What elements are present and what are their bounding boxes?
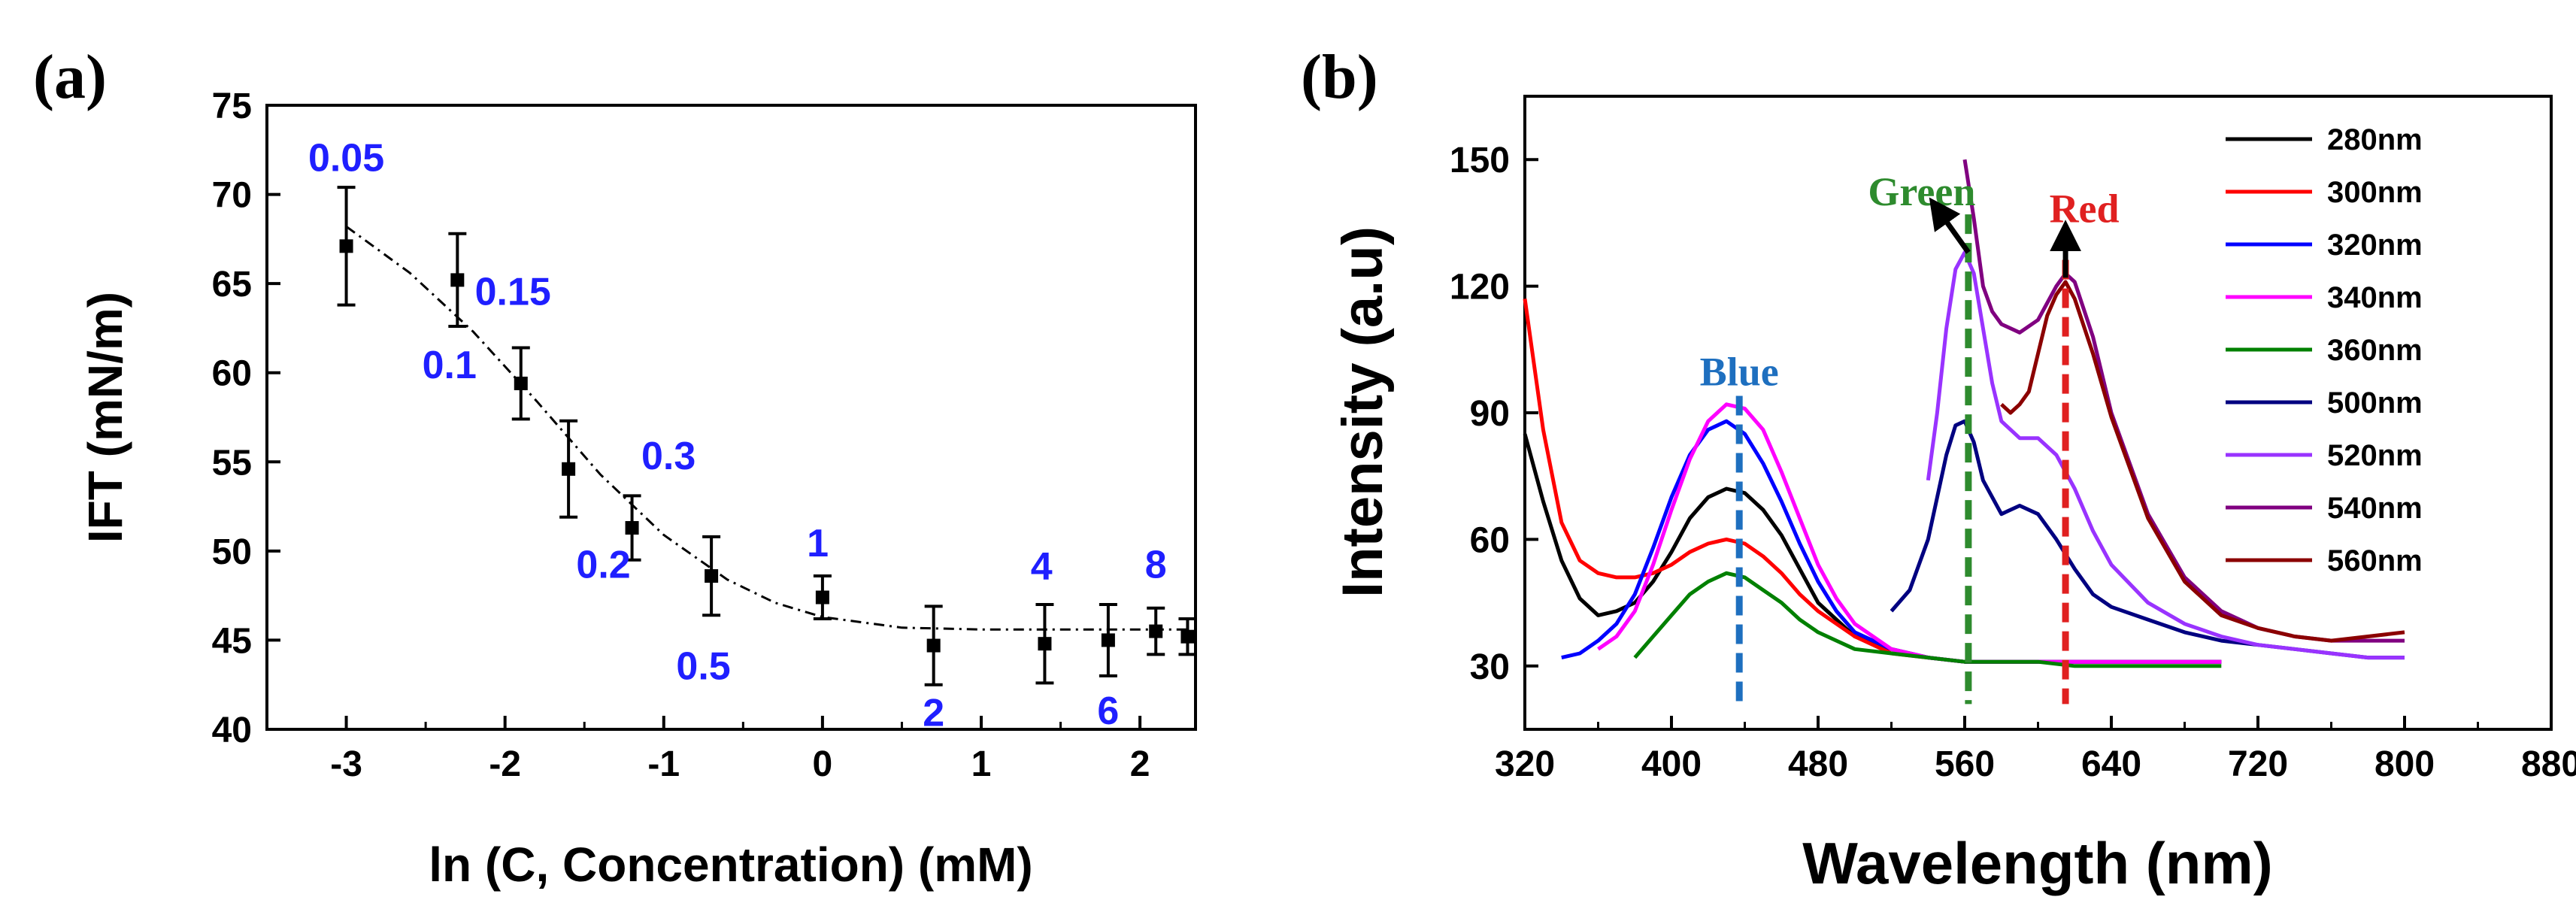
annotation-arrow-green bbox=[1929, 197, 1971, 254]
panel-b-xtick-label: 720 bbox=[2228, 744, 2288, 784]
series-line-520nm bbox=[1926, 250, 2405, 660]
panel-a-ytick-label: 45 bbox=[212, 621, 252, 661]
panel-a-point bbox=[450, 273, 465, 287]
annotation-label-green: Green bbox=[1868, 169, 1975, 214]
panel-a-conc-label: 6 bbox=[1097, 689, 1119, 733]
panel-b-ytick-label: 60 bbox=[1470, 520, 1510, 560]
annotation-label-red: Red bbox=[2050, 186, 2120, 232]
panel-b: (b) 320 400 480 560 640 720 800 880 30 60 90 120 150… bbox=[1301, 42, 2576, 896]
panel-b-ylabel: Intensity (a.u) bbox=[1331, 226, 1395, 598]
panel-a-xtick-label: 1 bbox=[971, 744, 992, 784]
panel-a-points bbox=[337, 186, 1197, 686]
series-line-560nm bbox=[2000, 280, 2405, 643]
panel-a-plot-frame bbox=[265, 104, 1197, 731]
panel-b-xtick-label: 480 bbox=[1788, 744, 1848, 784]
series-line-360nm bbox=[1633, 571, 2222, 668]
panel-a-ytick-label: 50 bbox=[212, 532, 252, 572]
panel-b-ytick-label: 150 bbox=[1450, 141, 1510, 180]
panel-a-point bbox=[705, 569, 719, 583]
panel-a-conc-label: 0.3 bbox=[641, 435, 696, 478]
panel-a-conc-label: 2 bbox=[923, 691, 944, 735]
panel-b-xtick-label: 640 bbox=[2081, 744, 2141, 784]
legend-label: 340nm bbox=[2327, 281, 2423, 314]
panel-a-point bbox=[339, 239, 353, 253]
panel-b-legend: 280nm 300nm 320nm 340nm 360nm 500nm 520nm 540nm… bbox=[2226, 123, 2423, 577]
panel-a-xtick-label: 0 bbox=[813, 744, 833, 784]
annotation-label-blue: Blue bbox=[1700, 350, 1779, 395]
panel-a-conc-label: 0.05 bbox=[308, 137, 384, 180]
panel-a-point bbox=[1149, 624, 1163, 638]
panel-b-series bbox=[1523, 159, 2405, 668]
legend-label: 500nm bbox=[2327, 386, 2423, 420]
panel-b-annotations: Blue Green Red bbox=[1700, 169, 2120, 705]
panel-a-point bbox=[815, 590, 829, 605]
panel-b-ytick-label: 30 bbox=[1470, 647, 1510, 687]
panel-a-fit-line bbox=[345, 226, 1188, 631]
legend-label: 280nm bbox=[2327, 123, 2423, 156]
panel-a-label: (a) bbox=[33, 42, 107, 112]
panel-a-point bbox=[514, 376, 528, 390]
legend-label: 560nm bbox=[2327, 544, 2423, 577]
panel-a-annotations: 0.05 0.15 0.1 0.3 0.2 0.5 1 2 4 6 8 bbox=[308, 137, 1167, 735]
panel-a-conc-label: 4 bbox=[1031, 545, 1053, 589]
panel-a-point bbox=[926, 638, 941, 653]
panel-a-point bbox=[625, 521, 639, 535]
panel-b-xtick-label: 800 bbox=[2374, 744, 2435, 784]
panel-a-conc-label: 8 bbox=[1145, 543, 1167, 586]
panel-b-ytick-label: 90 bbox=[1470, 394, 1510, 434]
panel-a-ytick-label: 65 bbox=[212, 265, 252, 305]
panel-a-ytick-label: 75 bbox=[212, 86, 252, 126]
legend-label: 520nm bbox=[2327, 439, 2423, 472]
legend-label: 540nm bbox=[2327, 492, 2423, 525]
panel-a-ylabel: IFT (mN/m) bbox=[78, 292, 132, 543]
panel-b-xtick-label: 320 bbox=[1495, 744, 1555, 784]
legend-label: 360nm bbox=[2327, 334, 2423, 367]
panel-a-conc-label: 0.5 bbox=[676, 645, 730, 689]
panel-a-point bbox=[1180, 629, 1195, 644]
legend-label: 300nm bbox=[2327, 176, 2423, 209]
panel-a-xtick-label: -2 bbox=[489, 744, 521, 784]
panel-a-conc-label: 0.15 bbox=[475, 271, 551, 314]
panel-a-point bbox=[1038, 637, 1052, 651]
series-line-280nm bbox=[1523, 433, 2222, 664]
panel-a-xlabel: ln (C, Concentration) (mM) bbox=[429, 838, 1032, 892]
panel-b-xlabel: Wavelength (nm) bbox=[1802, 830, 2272, 896]
panel-b-xtick-label: 400 bbox=[1641, 744, 1702, 784]
panel-a-conc-label: 1 bbox=[807, 522, 829, 565]
panel-b-xtick-label: 880 bbox=[2521, 744, 2576, 784]
panel-b-ticks: 320 400 480 560 640 720 800 880 30 60 90 120 150 bbox=[1450, 141, 2576, 784]
panel-b-label: (b) bbox=[1301, 42, 1378, 112]
panel-b-xtick-label: 560 bbox=[1935, 744, 1995, 784]
panel-a-xtick-label: 2 bbox=[1130, 744, 1150, 784]
panel-a-fit bbox=[345, 226, 1188, 631]
panel-a-ytick-label: 55 bbox=[212, 443, 252, 483]
panel-a-xtick-label: -1 bbox=[647, 744, 680, 784]
series-line-340nm bbox=[1597, 402, 2222, 664]
panel-a-point bbox=[1101, 633, 1115, 647]
panel-a-ytick-label: 70 bbox=[212, 176, 252, 216]
panel-a-point bbox=[562, 462, 576, 476]
panel-a-ytick-label: 40 bbox=[212, 711, 252, 750]
panel-a-ytick-label: 60 bbox=[212, 354, 252, 394]
legend-label: 320nm bbox=[2327, 229, 2423, 262]
panel-b-ytick-label: 120 bbox=[1450, 268, 1510, 308]
panel-a-xtick-label: -3 bbox=[330, 744, 362, 784]
panel-a-conc-label: 0.1 bbox=[423, 344, 477, 387]
panel-a-conc-label: 0.2 bbox=[576, 543, 630, 586]
